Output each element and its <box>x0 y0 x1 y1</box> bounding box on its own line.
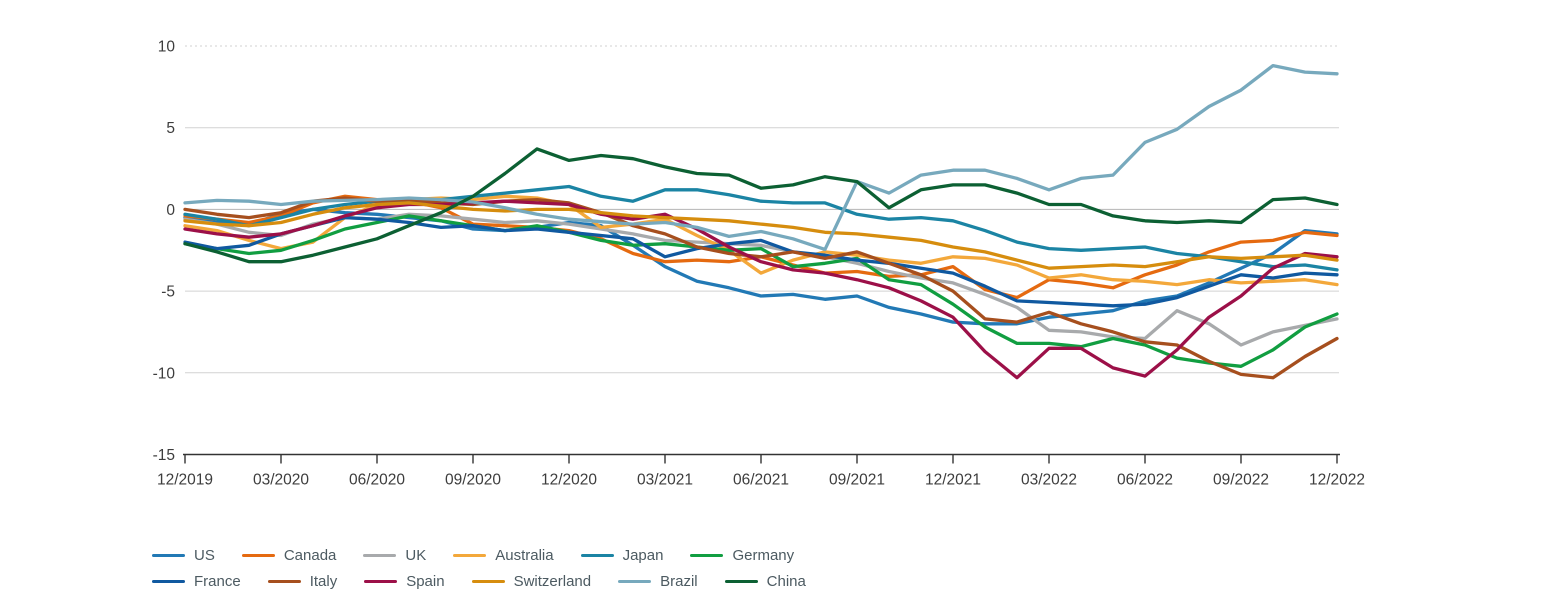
x-tick-label-03/2022: 03/2022 <box>1021 472 1077 489</box>
legend-label: Switzerland <box>513 573 592 590</box>
x-tick-label-09/2021: 09/2021 <box>829 472 885 489</box>
legend-label: Spain <box>406 573 445 590</box>
legend-label: US <box>194 547 215 564</box>
legend-item-switzerland: Switzerland <box>471 573 592 590</box>
chart-plot-area: 12/2019 03/2020 06/2020 09/2020 12/2020 03/20… <box>153 39 1365 489</box>
legend-item-china: China <box>724 573 806 590</box>
legend-item-australia: Australia <box>453 547 554 564</box>
legend-item-brazil: Brazil <box>618 574 698 589</box>
chart-legend: US Canada UK Australia Japan Germany France Ita… <box>152 548 806 589</box>
x-tick-label-03/2021: 03/2021 <box>637 472 693 489</box>
x-tick-label-12/2021: 12/2021 <box>925 472 981 489</box>
legend-label: Brazil <box>660 573 698 590</box>
legend-item-canada: Canada <box>241 547 337 564</box>
legend-label: Japan <box>622 547 664 564</box>
economic-surprise-line-chart: 12/2019 03/2020 06/2020 09/2020 12/2020 03/20… <box>153 39 1365 489</box>
legend-label: Canada <box>283 547 337 564</box>
series-line-brazil <box>183 63 1339 252</box>
x-tick-label-12/2022: 12/2022 <box>1309 472 1365 489</box>
legend-swatch-canada <box>241 554 275 557</box>
legend-swatch-france <box>152 580 185 583</box>
legend-label: Germany <box>732 547 795 564</box>
legend-swatch-australia <box>453 554 487 557</box>
legend-label: China <box>766 573 806 590</box>
series-line-uk <box>183 212 1339 347</box>
legend-item-italy: Italy <box>267 573 338 590</box>
y-tick-label-0: 0 <box>166 202 175 219</box>
legend-row: US Canada UK Australia Japan Germany <box>152 548 806 563</box>
legend-swatch-brazil <box>618 580 652 583</box>
y-tick-label-5: 5 <box>166 120 175 137</box>
x-tick-label-09/2022: 09/2022 <box>1213 472 1269 489</box>
legend-swatch-us <box>152 554 185 557</box>
legend-swatch-uk <box>363 554 397 557</box>
legend-item-spain: Spain <box>364 573 445 590</box>
x-tick-label-06/2022: 06/2022 <box>1117 472 1173 489</box>
legend-item-japan: Japan <box>580 547 664 564</box>
legend-row: France Italy Spain Switzerland Brazil China <box>152 574 806 589</box>
y-tick-label-10: 10 <box>158 39 176 56</box>
series-line-switzerland <box>183 201 1339 270</box>
x-tick-label-06/2021: 06/2021 <box>733 472 789 489</box>
legend-label: France <box>194 573 241 590</box>
y-tick-label--10: -10 <box>153 365 176 382</box>
legend-item-germany: Germany <box>690 548 794 563</box>
x-tick-label-12/2019: 12/2019 <box>157 472 213 489</box>
legend-swatch-japan <box>580 554 614 557</box>
series-line-china <box>183 147 1339 264</box>
legend-label: Australia <box>495 547 554 564</box>
series-line-spain <box>183 199 1339 380</box>
legend-item-uk: UK <box>363 548 426 563</box>
series-line-france <box>183 215 1339 308</box>
x-tick-label-09/2020: 09/2020 <box>445 472 501 489</box>
series-line-germany <box>183 214 1339 368</box>
x-tick-label-03/2020: 03/2020 <box>253 472 309 489</box>
x-tick-label-12/2020: 12/2020 <box>541 472 597 489</box>
legend-item-france: France <box>152 574 241 589</box>
legend-label: Italy <box>309 573 338 590</box>
legend-item-us: US <box>152 548 215 563</box>
legend-swatch-china <box>724 580 758 583</box>
legend-swatch-switzerland <box>471 580 505 583</box>
legend-label: UK <box>405 547 427 564</box>
legend-swatch-spain <box>364 580 398 583</box>
y-tick-label--5: -5 <box>161 284 175 301</box>
legend-swatch-germany <box>690 554 724 557</box>
series-line-us <box>183 207 1339 326</box>
x-tick-label-06/2020: 06/2020 <box>349 472 405 489</box>
y-tick-label--15: -15 <box>153 447 175 464</box>
legend-swatch-italy <box>267 580 301 583</box>
